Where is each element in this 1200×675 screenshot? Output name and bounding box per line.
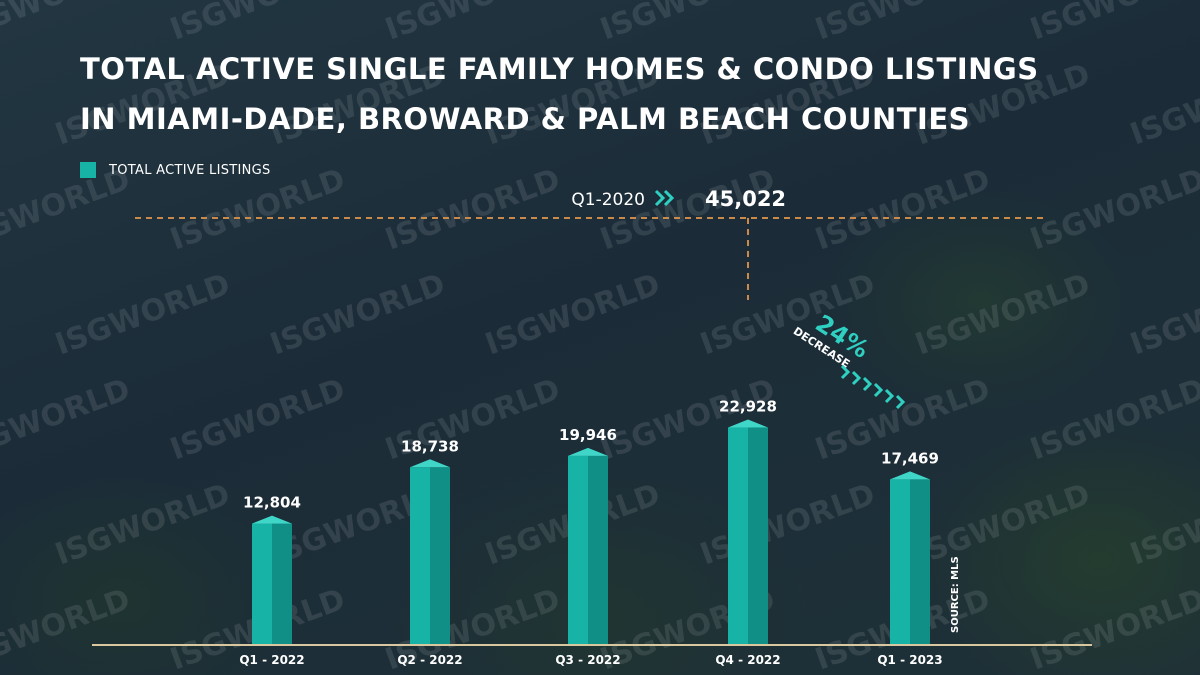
legend-label: TOTAL ACTIVE LISTINGS xyxy=(109,162,271,178)
reference-chevron-icon xyxy=(654,189,675,207)
category-label: Q1 - 2023 xyxy=(877,653,942,667)
title-line-2: IN MIAMI-DADE, BROWARD & PALM BEACH COUN… xyxy=(80,102,971,136)
bar xyxy=(252,515,292,645)
value-label: 17,469 xyxy=(881,449,939,467)
reference-value: 45,022 xyxy=(705,187,786,211)
legend: TOTAL ACTIVE LISTINGS xyxy=(80,162,271,178)
value-label: 18,738 xyxy=(401,437,459,455)
category-label: Q2 - 2022 xyxy=(397,653,462,667)
bar xyxy=(410,459,450,645)
chart-title: TOTAL ACTIVE SINGLE FAMILY HOMES & CONDO… xyxy=(80,44,1120,144)
bar xyxy=(890,471,930,645)
title-line-1: TOTAL ACTIVE SINGLE FAMILY HOMES & CONDO… xyxy=(80,52,1039,86)
source-label: SOURCE: MLS xyxy=(950,556,961,633)
category-label: Q3 - 2022 xyxy=(555,653,620,667)
category-label: Q1 - 2022 xyxy=(239,653,304,667)
bar xyxy=(728,419,768,645)
reference-label: Q1-2020 xyxy=(571,190,645,210)
legend-swatch xyxy=(80,162,96,178)
value-label: 19,946 xyxy=(559,426,617,444)
bar xyxy=(568,447,608,645)
category-label: Q4 - 2022 xyxy=(715,653,780,667)
value-label: 12,804 xyxy=(243,494,301,512)
value-label: 22,928 xyxy=(719,398,777,416)
decrease-annotation: 24%DECREASE xyxy=(791,309,874,370)
decrease-chevrons-icon xyxy=(840,364,906,410)
